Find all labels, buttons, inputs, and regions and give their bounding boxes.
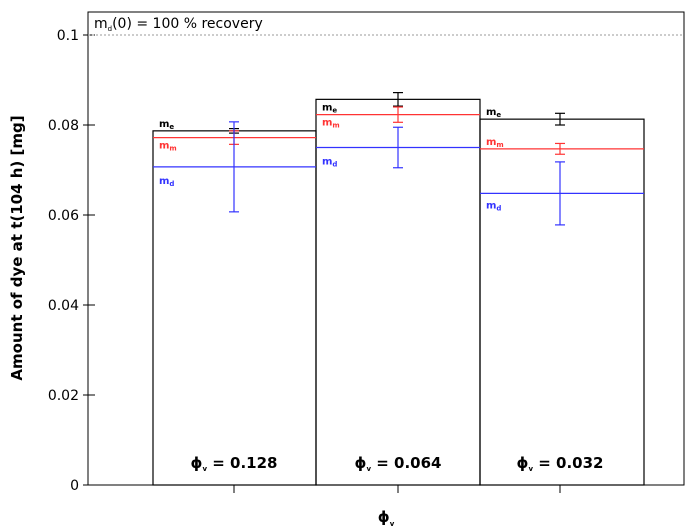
series-label-me-0: me bbox=[159, 119, 174, 131]
error-bars bbox=[229, 91, 565, 226]
y-axis: 0 0.02 0.04 0.06 0.08 0.1 bbox=[48, 28, 95, 494]
category-label-1: ϕv = 0.064 bbox=[355, 454, 442, 473]
series-label-mm-2: mm bbox=[486, 137, 504, 149]
series-label-mm-0: mm bbox=[159, 141, 177, 153]
series-label-mm-1: mm bbox=[322, 118, 340, 130]
series-label-me-1: me bbox=[322, 102, 337, 114]
series-label-md-2: md bbox=[486, 200, 501, 212]
y-axis-title: Amount of dye at t(104 h) [mg] bbox=[8, 115, 26, 380]
series-label-me-2: me bbox=[486, 107, 501, 119]
condition-labels: ϕv = 0.128 ϕv = 0.064 ϕv = 0.032 bbox=[191, 454, 604, 473]
series-label-md-0: md bbox=[159, 176, 174, 188]
y-tick-label-5: 0.1 bbox=[57, 28, 79, 44]
y-tick-label-0: 0 bbox=[70, 478, 79, 494]
bar-2 bbox=[479, 118, 645, 486]
x-axis bbox=[233, 485, 561, 493]
y-tick-label-2: 0.04 bbox=[48, 298, 79, 314]
reference-line-group: md(0) = 100 % recovery bbox=[88, 16, 684, 36]
series-label-md-1: md bbox=[322, 157, 337, 169]
plot-frame bbox=[87, 11, 685, 486]
category-label-2: ϕv = 0.032 bbox=[517, 454, 604, 473]
x-axis-title: ϕv bbox=[378, 508, 395, 528]
category-label-0: ϕv = 0.128 bbox=[191, 454, 278, 473]
reference-line-label: md(0) = 100 % recovery bbox=[94, 16, 263, 33]
series-labels: me me me mm mm mm md md md bbox=[159, 102, 504, 212]
y-tick-label-1: 0.02 bbox=[48, 388, 79, 404]
y-tick-label-4: 0.08 bbox=[48, 118, 79, 134]
y-tick-label-3: 0.06 bbox=[48, 208, 79, 224]
